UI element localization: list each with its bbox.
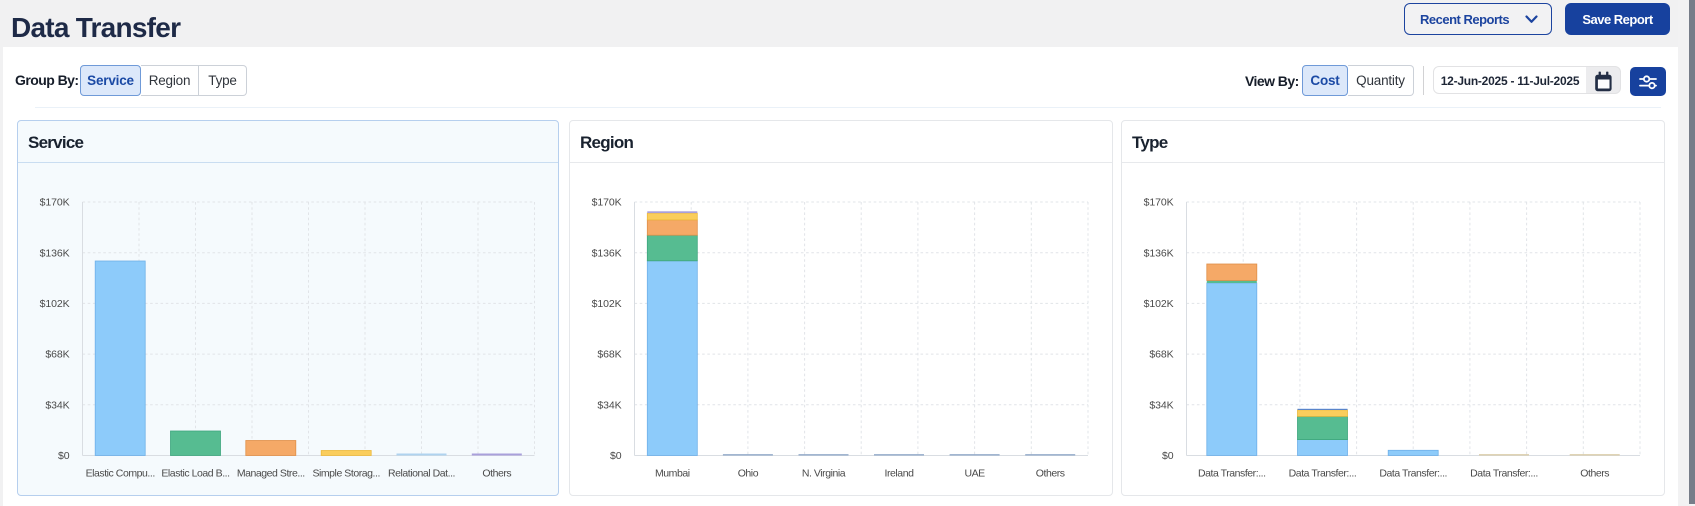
svg-text:$136K: $136K <box>40 247 70 259</box>
svg-text:Data Transfer:...: Data Transfer:... <box>1289 468 1357 480</box>
svg-text:Others: Others <box>1036 468 1065 480</box>
svg-text:Relational Dat...: Relational Dat... <box>388 468 455 480</box>
svg-text:Mumbai: Mumbai <box>655 468 690 480</box>
svg-text:$0: $0 <box>1162 450 1174 462</box>
svg-text:$0: $0 <box>610 450 622 462</box>
svg-text:UAE: UAE <box>964 468 985 480</box>
svg-text:$68K: $68K <box>1149 349 1173 361</box>
svg-text:Others: Others <box>482 468 511 480</box>
svg-text:Data Transfer:...: Data Transfer:... <box>1379 468 1447 480</box>
svg-text:Ohio: Ohio <box>738 468 759 480</box>
svg-text:Simple Storag...: Simple Storag... <box>312 468 380 480</box>
svg-text:$170K: $170K <box>1144 197 1174 209</box>
svg-text:$0: $0 <box>58 450 70 462</box>
svg-text:$136K: $136K <box>1144 247 1174 259</box>
svg-text:$68K: $68K <box>45 349 69 361</box>
svg-text:$170K: $170K <box>592 197 622 209</box>
svg-text:$34K: $34K <box>45 399 69 411</box>
svg-text:$34K: $34K <box>597 399 621 411</box>
svg-text:$102K: $102K <box>40 298 70 310</box>
svg-text:$34K: $34K <box>1149 399 1173 411</box>
svg-text:$102K: $102K <box>592 298 622 310</box>
svg-text:Elastic Load B...: Elastic Load B... <box>161 468 229 480</box>
svg-text:Data Transfer:...: Data Transfer:... <box>1198 468 1266 480</box>
svg-text:Elastic Compu...: Elastic Compu... <box>86 468 155 480</box>
svg-text:Data Transfer:...: Data Transfer:... <box>1470 468 1538 480</box>
svg-text:$170K: $170K <box>40 197 70 209</box>
svg-text:Managed Stre...: Managed Stre... <box>237 468 305 480</box>
svg-text:$136K: $136K <box>592 247 622 259</box>
svg-text:Others: Others <box>1580 468 1609 480</box>
svg-text:N. Virginia: N. Virginia <box>802 468 846 480</box>
svg-text:$102K: $102K <box>1144 298 1174 310</box>
svg-text:$68K: $68K <box>597 349 621 361</box>
svg-text:Ireland: Ireland <box>885 468 915 480</box>
